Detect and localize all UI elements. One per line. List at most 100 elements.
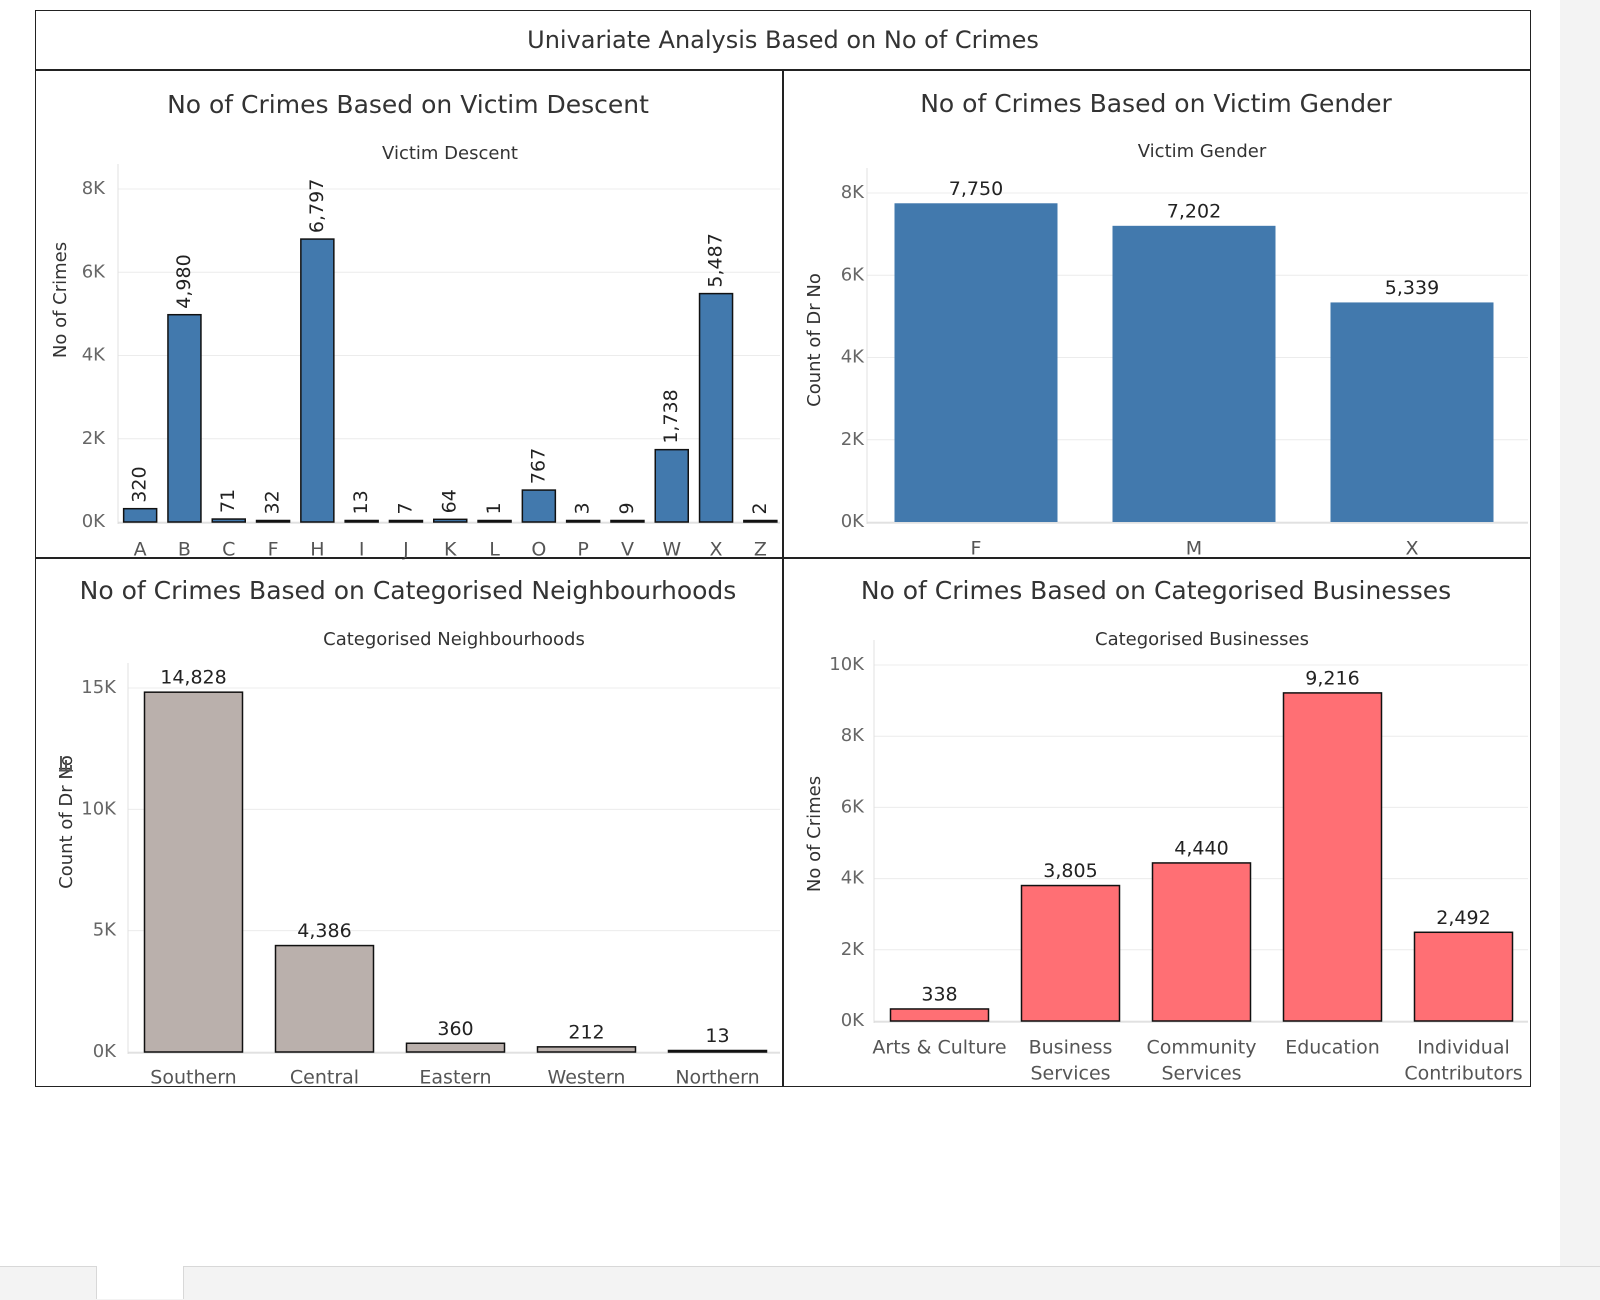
bar [211,518,246,523]
sort-bar [60,756,62,770]
data-label: 7 [394,502,416,514]
data-label: 13 [350,490,372,514]
panel-neighbourhoods: No of Crimes Based on Categorised Neighb… [35,558,783,1089]
data-label: 767 [527,448,549,484]
x-tick-label: Community [1147,1037,1257,1059]
x-tick-label: M [1186,538,1202,560]
bar [344,519,379,523]
y-tick-label: 15K [81,677,117,698]
column-header: Categorised Neighbourhoods [323,629,585,650]
data-label: 7,750 [949,178,1003,200]
x-tick-label: Northern [675,1067,759,1089]
bar [143,691,244,1053]
x-tick-label: Services [1030,1063,1110,1085]
x-tick-label: Z [754,539,767,561]
data-label: 32 [262,490,284,514]
x-tick-label: K [444,539,457,561]
y-tick-label: 0K [82,511,106,532]
x-tick-label: J [402,539,409,561]
x-tick-label: Individual [1417,1037,1510,1059]
x-tick-label: X [710,539,723,561]
x-tick-label: Arts & Culture [872,1037,1006,1059]
column-header: Victim Descent [382,143,518,164]
y-tick-label: 6K [841,796,865,817]
chart-svg-2: No of Crimes Based on Categorised Neighb… [56,576,780,1089]
bar [698,292,734,523]
chart-svg-1: No of Crimes Based on Victim Gender Victi… [804,89,1528,560]
bar [894,203,1058,522]
x-tick-label: I [359,539,365,561]
chart-svg-3: No of Crimes Based on Categorised Busine… [804,576,1528,1085]
bar [167,313,202,523]
chart-title: No of Crimes Based on Victim Descent [167,90,649,119]
bar [667,1049,768,1053]
y-tick-label: 10K [81,798,117,819]
chart-svg-0: No of Crimes Based on Victim Descent Vict… [50,90,780,561]
chart-title: No of Crimes Based on Categorised Busine… [861,576,1451,605]
x-tick-label: Business [1029,1037,1113,1059]
data-label: 5,339 [1385,277,1439,299]
data-label: 4,440 [1174,837,1228,859]
data-label: 5,487 [705,233,727,287]
x-tick-label: Education [1285,1037,1380,1059]
y-tick-label: 8K [82,178,106,199]
y-tick-label: 10K [829,654,865,675]
sort-bar [65,760,67,770]
data-label: 4,980 [173,254,195,308]
data-label: 212 [568,1021,604,1043]
data-label: 3 [572,502,594,514]
bar [565,519,601,523]
x-tick-label: Contributors [1404,1063,1522,1085]
y-tick-label: 4K [82,345,106,366]
bar [122,507,158,523]
bar [255,519,291,523]
x-tick-label: Central [290,1067,359,1089]
data-label: 9,216 [1305,667,1359,689]
x-tick-label: H [310,539,324,561]
column-header: Victim Gender [1138,141,1267,162]
bar [610,519,645,523]
data-label: 7,202 [1167,200,1221,222]
sort-bar [70,765,72,770]
y-tick-label: 2K [82,428,106,449]
bar [521,489,557,523]
y-axis-title: Count of Dr No [56,755,77,889]
data-label: 1,738 [660,389,682,443]
data-label: 13 [705,1025,729,1047]
data-label: 64 [439,489,461,513]
y-tick-label: 8K [841,182,865,203]
bar [536,1046,637,1053]
bar [405,1042,506,1053]
data-label: 2,492 [1436,907,1490,929]
bar [654,448,689,523]
x-tick-label: Western [548,1067,626,1089]
x-tick-label: Services [1161,1063,1241,1085]
x-tick-label: C [222,539,235,561]
y-axis-title: Count of Dr No [804,273,825,407]
bar [300,238,335,523]
y-tick-label: 0K [841,1010,865,1031]
y-tick-label: 6K [82,261,106,282]
data-label: 71 [217,489,239,513]
y-tick-label: 5K [93,920,117,941]
data-label: 1 [483,502,505,514]
y-tick-label: 8K [841,725,865,746]
data-label: 360 [437,1018,473,1040]
data-label: 3,805 [1043,860,1097,882]
bar [1020,884,1121,1022]
data-label: 4,386 [297,920,351,942]
data-label: 2 [749,502,771,514]
bar [889,1008,990,1022]
x-tick-label: X [1405,538,1418,560]
bar [1151,862,1252,1022]
bar [274,944,375,1053]
bar [1330,302,1494,522]
sort-bar [59,770,73,772]
bar [743,519,778,523]
chart-title: No of Crimes Based on Victim Gender [920,89,1392,118]
bar [1112,225,1276,522]
column-header: Categorised Businesses [1095,629,1309,650]
sheet-tab-active[interactable] [96,1266,184,1299]
panel-victim-gender: No of Crimes Based on Victim Gender Victi… [783,70,1531,560]
y-tick-label: 2K [841,939,865,960]
